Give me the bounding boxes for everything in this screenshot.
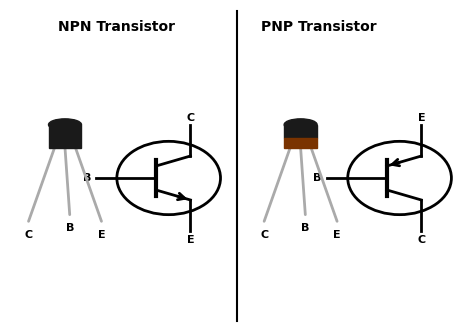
Text: B: B (65, 223, 74, 233)
Text: C: C (417, 235, 425, 245)
Text: B: B (82, 173, 91, 183)
Text: E: E (418, 113, 425, 123)
Text: E: E (98, 229, 105, 240)
Text: PNP Transistor: PNP Transistor (261, 20, 376, 34)
Ellipse shape (284, 119, 317, 130)
Text: C: C (260, 229, 268, 240)
Text: C: C (25, 229, 33, 240)
Bar (284, 137, 317, 148)
Text: C: C (186, 113, 194, 123)
Ellipse shape (48, 119, 82, 130)
Text: NPN Transistor: NPN Transistor (58, 20, 175, 34)
Text: B: B (301, 223, 310, 233)
Bar (284, 125, 317, 137)
Text: E: E (333, 229, 341, 240)
Text: E: E (187, 235, 194, 245)
Bar (48, 125, 82, 148)
Text: B: B (313, 173, 322, 183)
